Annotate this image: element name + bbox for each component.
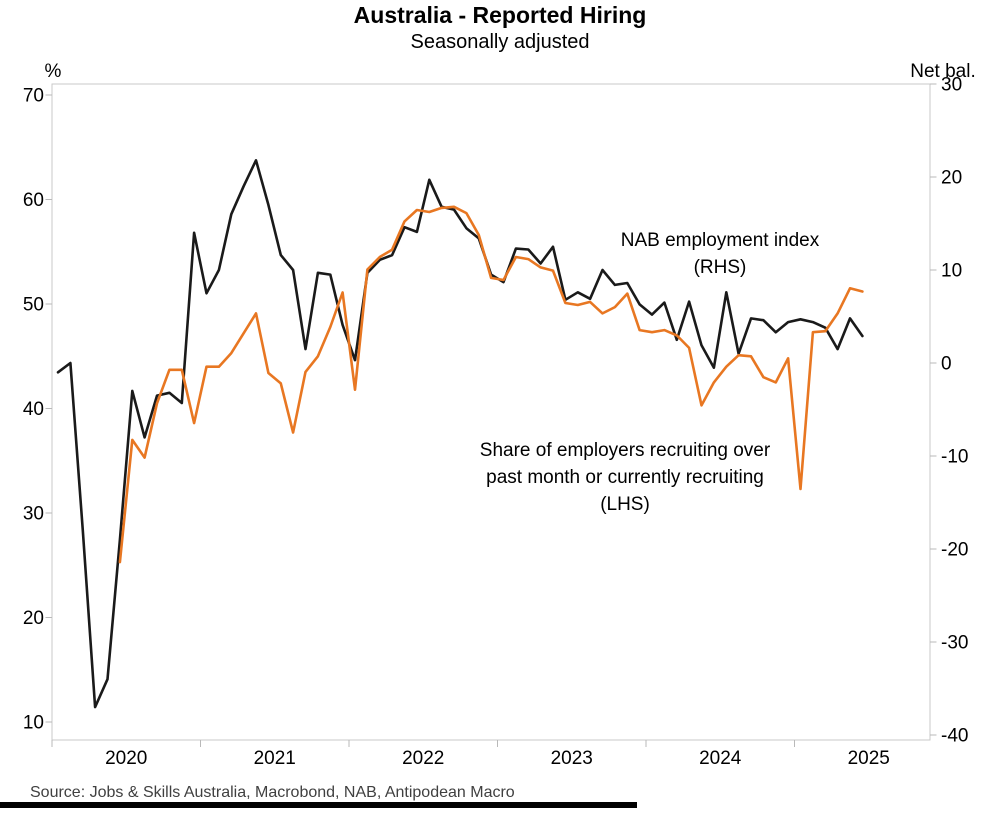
right-axis-tick-label: 0 bbox=[941, 354, 952, 375]
annotation-share-recruiting: Share of employers recruiting over past … bbox=[480, 440, 771, 515]
source-note: Source: Jobs & Skills Australia, Macrobo… bbox=[30, 784, 515, 801]
x-axis-year-label: 2025 bbox=[848, 748, 890, 769]
x-axis-year-label: 2020 bbox=[105, 748, 147, 769]
x-axis-year-label: 2023 bbox=[551, 748, 593, 769]
annotation-share-line3: (LHS) bbox=[600, 494, 650, 515]
annotation-share-line1: Share of employers recruiting over bbox=[480, 440, 771, 461]
bottom-bar bbox=[0, 802, 637, 808]
left-axis-tick-label: 20 bbox=[23, 608, 44, 629]
x-axis-year-label: 2021 bbox=[254, 748, 296, 769]
series-nab-employment-rhs bbox=[56, 159, 864, 709]
x-axis-ticks: 2020 2021 2022 2023 2024 2025 bbox=[51, 740, 890, 769]
right-axis-ticks: 30 20 10 0 -10 -20 -30 -40 bbox=[930, 75, 968, 747]
annotation-nab-line1: NAB employment index bbox=[621, 230, 820, 251]
right-axis-unit: Net bal. bbox=[910, 61, 975, 82]
annotation-share-line2: past month or currently recruiting bbox=[486, 467, 764, 488]
series-lines bbox=[56, 159, 864, 709]
chart-title: Australia - Reported Hiring bbox=[354, 2, 647, 28]
right-axis-tick-label: 30 bbox=[941, 75, 962, 96]
right-axis-tick-label: 20 bbox=[941, 168, 962, 189]
left-axis-tick-label: 50 bbox=[23, 295, 44, 316]
x-axis-year-label: 2022 bbox=[402, 748, 444, 769]
left-axis-tick-label: 30 bbox=[23, 504, 44, 525]
chart-subtitle: Seasonally adjusted bbox=[410, 31, 589, 53]
right-axis-tick-label: -40 bbox=[941, 726, 968, 747]
right-axis-tick-label: 10 bbox=[941, 261, 962, 282]
left-axis-tick-label: 70 bbox=[23, 86, 44, 107]
series-share-recruiting-lhs bbox=[118, 205, 864, 564]
left-axis-unit: % bbox=[45, 61, 62, 82]
annotation-nab-line2: (RHS) bbox=[694, 257, 747, 278]
annotation-nab-employment-index: NAB employment index (RHS) bbox=[621, 230, 820, 278]
left-axis-tick-label: 10 bbox=[23, 713, 44, 734]
left-axis-ticks: 70 60 50 40 30 20 10 bbox=[23, 86, 52, 734]
right-axis-tick-label: -10 bbox=[941, 447, 968, 468]
left-axis-tick-label: 40 bbox=[23, 399, 44, 420]
right-axis-tick-label: -20 bbox=[941, 540, 968, 561]
x-axis-year-label: 2024 bbox=[699, 748, 742, 769]
left-axis-tick-label: 60 bbox=[23, 190, 44, 211]
plot-area-border bbox=[51, 83, 931, 741]
right-axis-tick-label: -30 bbox=[941, 633, 968, 654]
